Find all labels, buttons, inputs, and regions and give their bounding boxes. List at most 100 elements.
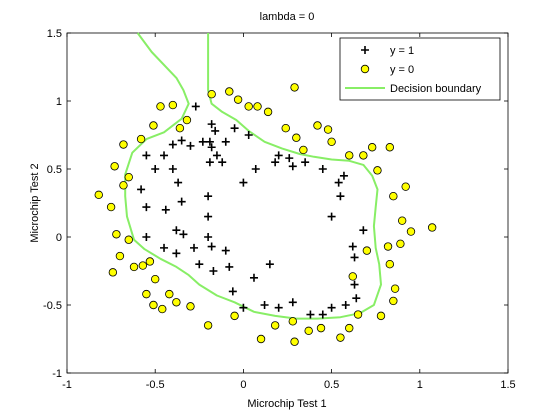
point-y1 — [168, 165, 177, 173]
point-y1 — [168, 140, 177, 149]
point-y1 — [350, 280, 359, 289]
point-y1 — [207, 120, 216, 129]
point-y1 — [239, 303, 248, 312]
point-y0 — [124, 235, 133, 244]
point-y0 — [150, 274, 160, 284]
point-y0 — [397, 216, 407, 225]
point-y1 — [186, 141, 195, 150]
point-y1 — [137, 185, 146, 194]
point-y0 — [376, 311, 386, 321]
point-y0 — [158, 304, 167, 314]
point-y1 — [318, 310, 327, 319]
point-y0 — [359, 151, 368, 160]
point-y1 — [195, 260, 204, 269]
point-y0 — [406, 227, 416, 236]
x-tick-label: 1 — [417, 379, 423, 391]
point-y0 — [313, 121, 322, 130]
point-y0 — [288, 317, 297, 326]
point-y1 — [191, 102, 200, 111]
point-y0 — [327, 137, 336, 146]
y-tick-label: -0.5 — [43, 300, 62, 312]
legend: y = 1 y = 0 Decision boundary — [339, 37, 501, 101]
point-y1 — [306, 310, 315, 319]
point-y1 — [205, 137, 214, 146]
point-y1 — [359, 226, 368, 235]
y-axis-label: Microchip Test 2 — [29, 163, 41, 242]
point-y1 — [221, 246, 230, 255]
point-y1 — [209, 267, 218, 275]
point-y0 — [323, 125, 333, 134]
point-y0 — [401, 182, 410, 191]
point-y0 — [263, 107, 273, 117]
point-y0 — [149, 300, 158, 310]
point-y0 — [304, 326, 313, 336]
point-y0 — [256, 334, 266, 344]
point-y1 — [239, 178, 248, 187]
point-y1 — [160, 243, 169, 252]
x-tick-label: 0 — [240, 379, 246, 391]
point-y1 — [218, 158, 227, 167]
point-y1 — [190, 243, 199, 252]
point-y0 — [115, 251, 125, 261]
point-y0 — [353, 310, 363, 319]
point-y0 — [149, 121, 158, 130]
point-y1 — [179, 230, 188, 239]
point-y1 — [204, 192, 213, 201]
point-y0 — [119, 140, 128, 149]
legend-label: Decision boundary — [390, 83, 482, 95]
point-y1 — [205, 158, 214, 167]
point-y0 — [348, 272, 357, 281]
point-y1 — [212, 151, 221, 160]
point-y0 — [253, 102, 262, 111]
point-y0 — [225, 87, 234, 96]
point-y0 — [292, 133, 301, 142]
point-y1 — [177, 136, 186, 145]
point-y0 — [396, 239, 405, 248]
point-y1 — [288, 162, 297, 171]
point-y0 — [290, 337, 299, 346]
point-y1 — [350, 253, 359, 262]
point-y0 — [383, 242, 393, 251]
point-y0 — [230, 311, 239, 321]
point-y0 — [367, 143, 377, 152]
point-y1 — [265, 260, 274, 269]
point-y0 — [233, 95, 243, 104]
point-y1 — [339, 171, 348, 180]
point-y1 — [172, 249, 181, 258]
point-y1 — [352, 294, 361, 303]
point-y0 — [119, 181, 128, 190]
point-y1 — [198, 137, 207, 146]
point-y1 — [249, 273, 258, 282]
point-y0 — [427, 223, 437, 232]
point-y0 — [385, 143, 395, 152]
point-y0 — [136, 134, 146, 144]
y-tick-label: 0.5 — [47, 164, 62, 176]
point-y1 — [274, 151, 283, 160]
point-y0 — [172, 298, 181, 307]
point-y0 — [156, 102, 165, 111]
point-y0 — [94, 190, 103, 200]
point-y0 — [142, 289, 151, 299]
point-y0 — [145, 257, 155, 266]
x-axis-ticks: -1 -0.5 0 0.5 1 1.5 — [62, 33, 516, 391]
point-y1 — [244, 131, 253, 139]
point-y0 — [362, 246, 372, 255]
point-y0 — [290, 83, 299, 92]
x-tick-label: -0.5 — [146, 379, 165, 391]
legend-marker-y0 — [360, 64, 370, 74]
decision-boundary-line — [124, 32, 382, 320]
point-y1 — [207, 143, 216, 152]
point-y1 — [230, 124, 239, 133]
point-y1 — [151, 165, 160, 173]
legend-label: y = 0 — [390, 64, 414, 76]
point-y0 — [108, 268, 118, 277]
point-y1 — [172, 226, 181, 235]
point-y0 — [129, 262, 139, 272]
point-y0 — [203, 321, 213, 330]
point-y0 — [270, 321, 280, 330]
point-y1 — [318, 165, 327, 173]
point-y1 — [285, 154, 294, 163]
point-y0 — [168, 100, 178, 110]
point-y0 — [373, 166, 382, 175]
